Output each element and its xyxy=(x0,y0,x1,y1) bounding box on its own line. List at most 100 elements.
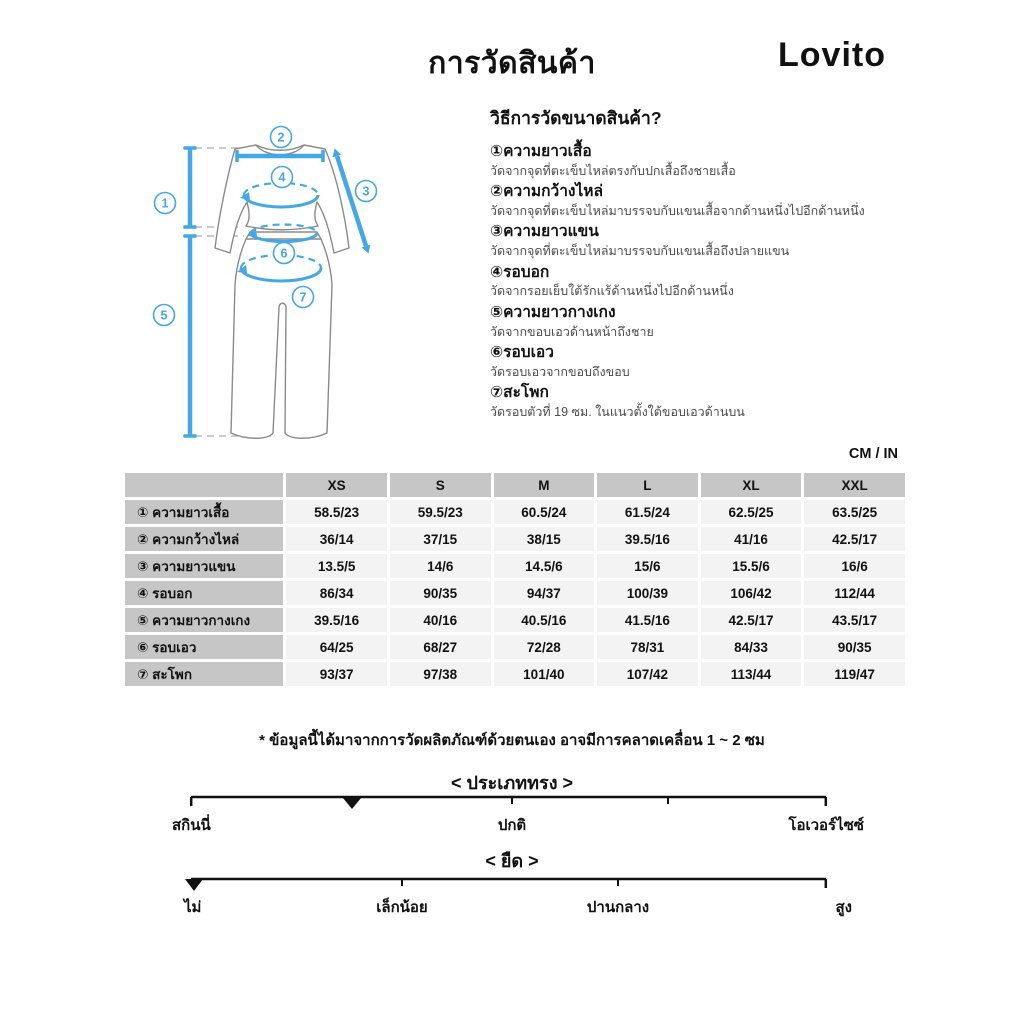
instruction-item: ①ความยาวเสื้อ วัดจากจุดที่ตะเข็บไหล่ตรงก… xyxy=(490,142,926,179)
table-cell: 38/15 xyxy=(493,527,595,551)
row-label: ⑤ ความยาวกางเกง xyxy=(125,608,284,632)
instruction-heading: ②ความกว้างไหล่ xyxy=(490,183,603,201)
row-label: ⑥ รอบเอว xyxy=(125,635,284,659)
stretch-label-medium: ปานกลาง xyxy=(586,899,650,916)
table-cell: 42.5/17 xyxy=(700,608,802,632)
stretch-label-none: ไม่ xyxy=(184,899,202,916)
instruction-item: ④รอบอก วัดจากรอยเย็บใต้รักแร้ด้านหนึ่งไป… xyxy=(490,263,926,300)
table-cell: 58.5/23 xyxy=(286,500,387,524)
instruction-heading: ⑤ความยาวกางเกง xyxy=(490,303,616,321)
measure-bar-sleeve xyxy=(334,155,369,247)
scale-end-brackets xyxy=(189,797,828,806)
circle-4-icon xyxy=(270,165,294,189)
instruction-desc: วัดจากรอยเย็บใต้รักแร้ด้านหนึ่งไปอีกด้าน… xyxy=(490,284,734,299)
instruction-desc: วัดจากจุดที่ตะเข็บไหล่มาบรรจบกับแขนเสื้อ… xyxy=(490,244,790,259)
instruction-desc: วัดจากจุดที่ตะเข็บไหล่ตรงกับปกเสื้อถึงชา… xyxy=(490,163,736,178)
unit-label: CM / IN xyxy=(848,446,898,462)
table-cell: 39.5/16 xyxy=(286,608,387,632)
table-cell: 101/40 xyxy=(493,662,595,686)
row-label: ① ความยาวเสื้อ xyxy=(125,500,284,524)
table-cell: 119/47 xyxy=(804,662,905,686)
stretch-label-high: สูง xyxy=(835,899,852,916)
tolerance-footnote: * ข้อมูลนี้ได้มาจากการวัดผลิตภัณฑ์ด้วยตน… xyxy=(259,732,765,749)
fit-scale-labels: สกินนี่ ปกติ โอเวอร์ไซซ์ xyxy=(160,813,864,835)
svg-text:5: 5 xyxy=(161,309,168,323)
instruction-heading: ④รอบอก xyxy=(490,263,550,281)
circle-7-icon xyxy=(291,285,315,309)
fit-scale-title: < ประเภททรง > xyxy=(451,773,573,793)
table-cell: 15/6 xyxy=(597,554,698,578)
table-cell: 41/16 xyxy=(700,527,802,551)
table-cell: 63.5/25 xyxy=(804,500,905,524)
table-cell: 100/39 xyxy=(597,581,698,605)
table-cell: 84/33 xyxy=(700,635,802,659)
table-cell: 40/16 xyxy=(389,608,491,632)
stretch-marker-icon xyxy=(185,879,203,891)
measure-ellipse-waist xyxy=(249,223,319,234)
table-cell: 107/42 xyxy=(597,662,698,686)
pants-outline xyxy=(230,231,333,439)
instruction-heading: ⑦สะโพก xyxy=(490,384,549,402)
column-header-l: L xyxy=(597,473,698,497)
size-table-header-row: XS S M L XL XXL xyxy=(125,473,905,497)
row-label: ③ ความยาวแขน xyxy=(125,554,284,578)
instruction-desc: วัดจากจุดที่ตะเข็บไหล่มาบรรจบกับแขนเสื้อ… xyxy=(490,204,865,219)
table-cell: 106/42 xyxy=(700,581,802,605)
row-label: ⑦ สะโพก xyxy=(125,662,284,686)
table-cell: 39.5/16 xyxy=(597,527,698,551)
table-cell: 86/34 xyxy=(286,581,387,605)
circle-5-icon xyxy=(152,303,176,327)
table-cell: 61.5/24 xyxy=(597,500,698,524)
instruction-heading: ⑥รอบเอว xyxy=(490,343,554,361)
instructions-title: วิธีการวัดขนาดสินค้า? xyxy=(490,108,662,128)
table-cell: 42.5/17 xyxy=(804,527,905,551)
table-cell: 90/35 xyxy=(804,635,905,659)
column-header-xxl: XXL xyxy=(804,473,905,497)
table-cell: 113/44 xyxy=(700,662,802,686)
garment-measurement-diagram: 1 2 3 4 5 6 7 xyxy=(152,125,378,439)
svg-text:6: 6 xyxy=(281,247,288,261)
table-cell: 14/6 xyxy=(389,554,491,578)
instruction-item: ⑥รอบเอว วัดรอบเอวจากขอบถึงขอบ xyxy=(490,343,926,380)
table-row: ⑤ ความยาวกางเกง 39.5/16 40/16 40.5/16 41… xyxy=(125,608,905,632)
table-cell: 36/14 xyxy=(286,527,387,551)
fit-marker-icon xyxy=(343,798,361,809)
lovito-logo: Lovito xyxy=(778,36,886,74)
collar-line xyxy=(255,144,305,151)
table-cell: 97/38 xyxy=(389,662,491,686)
stretch-scale-labels: ไม่ เล็กน้อย ปานกลาง สูง xyxy=(160,895,864,917)
column-header-m: M xyxy=(493,473,595,497)
table-cell: 14.5/6 xyxy=(493,554,595,578)
svg-text:2: 2 xyxy=(278,131,285,145)
table-cell: 68/27 xyxy=(389,635,491,659)
stretch-label-slight: เล็กน้อย xyxy=(376,899,428,916)
column-header-s: S xyxy=(389,473,491,497)
table-cell: 64/25 xyxy=(286,635,387,659)
table-row: ⑦ สะโพก 93/37 97/38 101/40 107/42 113/44… xyxy=(125,662,905,686)
column-header-xs: XS xyxy=(286,473,387,497)
table-cell: 94/37 xyxy=(493,581,595,605)
corner-cell xyxy=(125,473,284,497)
stretch-scale-title: < ยืด > xyxy=(485,851,539,871)
measure-number-texts: 1 2 3 4 5 6 7 xyxy=(161,131,370,323)
table-cell: 78/31 xyxy=(597,635,698,659)
table-cell: 112/44 xyxy=(804,581,905,605)
measure-number-circles xyxy=(152,125,378,327)
table-cell: 59.5/23 xyxy=(389,500,491,524)
size-table: XS S M L XL XXL ① ความยาวเสื้อ 58.5/23 5… xyxy=(122,470,908,689)
table-cell: 13.5/5 xyxy=(286,554,387,578)
instruction-item: ③ความยาวแขน วัดจากจุดที่ตะเข็บไหล่มาบรรจ… xyxy=(490,222,926,259)
instruction-desc: วัดรอบเอวจากขอบถึงขอบ xyxy=(490,364,630,379)
measuring-instructions: วิธีการวัดขนาดสินค้า? ①ความยาวเสื้อ วัดจ… xyxy=(490,104,926,423)
table-cell: 43.5/17 xyxy=(804,608,905,632)
table-cell: 90/35 xyxy=(389,581,491,605)
instruction-item: ②ความกว้างไหล่ วัดจากจุดที่ตะเข็บไหล่มาบ… xyxy=(490,182,926,219)
garment-outline xyxy=(214,144,350,439)
column-header-xl: XL xyxy=(700,473,802,497)
instruction-heading: ③ความยาวแขน xyxy=(490,223,599,241)
instruction-desc: วัดรอบตัวที่ 19 ซม. ในแนวตั้งใต้ขอบเอวด้… xyxy=(490,404,745,419)
page-title: การวัดสินค้า xyxy=(428,47,596,80)
table-cell: 41.5/16 xyxy=(597,608,698,632)
svg-text:4: 4 xyxy=(279,171,286,185)
